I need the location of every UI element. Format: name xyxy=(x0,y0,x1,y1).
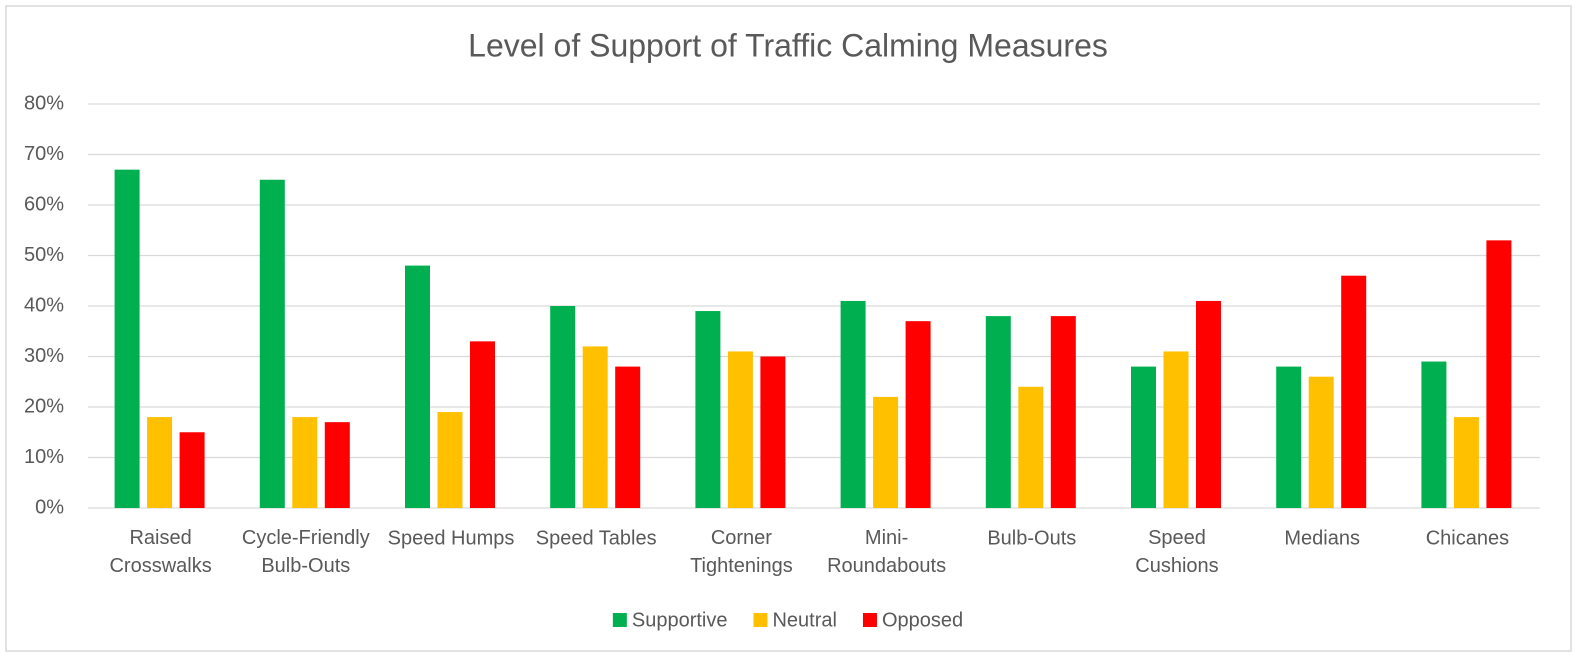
bar xyxy=(405,265,430,508)
bar xyxy=(1131,366,1156,508)
x-tick-label: Speed Tables xyxy=(536,527,657,549)
y-tick-label: 30% xyxy=(24,345,64,367)
x-tick-label: Speed Cushions xyxy=(1135,527,1218,577)
bar xyxy=(1308,376,1334,508)
bar xyxy=(1341,275,1367,508)
bar xyxy=(873,396,899,508)
legend-label: Neutral xyxy=(772,609,836,631)
bar xyxy=(470,341,495,508)
bar xyxy=(292,417,318,508)
bar xyxy=(1163,351,1189,508)
chart-title: Level of Support of Traffic Calming Meas… xyxy=(468,27,1108,63)
y-tick-label: 60% xyxy=(24,193,64,215)
x-tick-label: Bulb-Outs xyxy=(987,527,1076,549)
y-tick-label: 40% xyxy=(24,294,64,316)
x-tick-label: Corner Tightenings xyxy=(690,527,793,577)
y-tick-label: 10% xyxy=(24,446,64,468)
bar xyxy=(1421,361,1447,508)
bar xyxy=(1196,300,1221,508)
legend-swatch xyxy=(862,613,877,627)
bar xyxy=(179,432,205,508)
bar xyxy=(1050,316,1076,508)
x-tick-label: Speed Humps xyxy=(388,527,515,549)
bar xyxy=(1453,417,1479,508)
bar xyxy=(840,300,866,508)
y-tick-label: 0% xyxy=(35,496,64,518)
y-tick-label: 70% xyxy=(24,143,64,165)
legend-label: Opposed xyxy=(882,609,963,631)
chart-frame xyxy=(5,5,1572,652)
legend-swatch xyxy=(753,613,768,627)
y-tick-label: 20% xyxy=(24,395,64,417)
x-tick-label: Cycle-Friendly Bulb-Outs xyxy=(242,527,370,577)
bar xyxy=(905,321,931,508)
y-tick-label: 80% xyxy=(24,92,64,114)
legend-swatch xyxy=(612,613,627,627)
bar xyxy=(550,306,576,508)
bar xyxy=(259,179,285,508)
bar xyxy=(760,356,786,508)
bar xyxy=(1486,240,1512,508)
y-tick-label: 50% xyxy=(24,244,64,266)
bar xyxy=(615,366,641,508)
x-tick-label: Chicanes xyxy=(1426,527,1509,549)
bar xyxy=(147,417,173,508)
bar xyxy=(437,412,463,508)
x-tick-label: Mini-Roundabouts xyxy=(827,527,946,577)
x-tick-label: Raised Crosswalks xyxy=(109,527,211,577)
bar xyxy=(1276,366,1302,508)
bar xyxy=(985,316,1011,508)
bar xyxy=(1018,386,1044,508)
x-tick-label: Medians xyxy=(1284,527,1360,549)
bar xyxy=(582,346,608,508)
legend-label: Supportive xyxy=(632,609,728,631)
bar xyxy=(727,351,753,508)
bar xyxy=(114,169,140,508)
bar xyxy=(695,311,721,508)
bar xyxy=(324,422,350,508)
